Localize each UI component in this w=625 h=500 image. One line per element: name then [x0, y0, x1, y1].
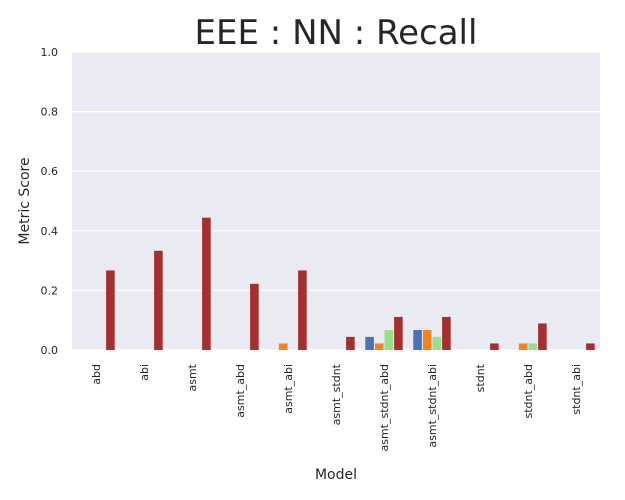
x-tick-labels: abd abi asmt asmt_abd asmt_abi asmt_stdnt asmt… [90, 363, 583, 451]
chart-title: EEE : NN : Recall [195, 13, 478, 53]
plot-area [72, 52, 600, 350]
x-axis-title: Model [315, 467, 357, 483]
bars [106, 217, 595, 350]
bar-stdnt_abd-series-3 [528, 343, 538, 350]
y-tick-label: 0.2 [41, 284, 59, 297]
bar-asmt_stdnt_abi-series-1 [413, 330, 422, 350]
y-tick-labels: 0.0 0.2 0.4 0.6 0.8 1.0 [41, 46, 59, 357]
bar-asmt_stdnt_abd-series-2 [374, 343, 384, 350]
y-tick-label: 1.0 [41, 46, 59, 59]
bar-asmt_stdnt_abd-series-1 [365, 336, 374, 350]
bar-abi-series-4 [154, 250, 163, 350]
bar-asmt_stdnt_abi-series-4 [442, 316, 451, 350]
x-tick-label: stdnt [474, 363, 487, 392]
x-tick-label: stdnt_abi [570, 364, 583, 415]
x-tick-label: asmt_stdnt [330, 363, 343, 425]
y-tick-label: 0.6 [41, 165, 59, 178]
bar-asmt_abi-series-2 [278, 343, 288, 350]
y-tick-label: 0.8 [41, 106, 59, 119]
bar-stdnt-series-4 [490, 343, 499, 350]
x-tick-label: asmt [186, 363, 199, 391]
x-tick-label: stdnt_abd [522, 364, 535, 419]
x-tick-label: asmt_stdnt_abd [378, 364, 391, 452]
bar-abd-series-4 [106, 270, 115, 350]
bar-asmt_stdnt_abd-series-4 [394, 316, 403, 350]
x-tick-label: abi [138, 364, 151, 381]
x-tick-label: asmt_stdnt_abi [426, 364, 439, 448]
y-axis-title: Metric Score [17, 157, 33, 244]
bar-asmt_stdnt_abi-series-2 [422, 330, 432, 350]
bar-asmt-series-4 [202, 217, 211, 350]
x-tick-label: asmt_abi [282, 364, 295, 414]
bar-asmt_stdnt-series-4 [346, 336, 355, 350]
bar-asmt_stdnt_abd-series-3 [384, 330, 394, 350]
bar-stdnt_abd-series-2 [518, 343, 528, 350]
bar-stdnt_abd-series-4 [538, 323, 547, 350]
x-tick-label: abd [90, 364, 103, 385]
bar-asmt_stdnt_abi-series-3 [432, 336, 442, 350]
x-tick-label: asmt_abd [234, 364, 247, 418]
y-tick-label: 0.0 [41, 344, 59, 357]
bar-asmt_abd-series-4 [250, 283, 259, 350]
bar-stdnt_abi-series-4 [586, 343, 595, 350]
y-tick-label: 0.4 [41, 225, 59, 238]
bar-asmt_abi-series-4 [298, 270, 307, 350]
